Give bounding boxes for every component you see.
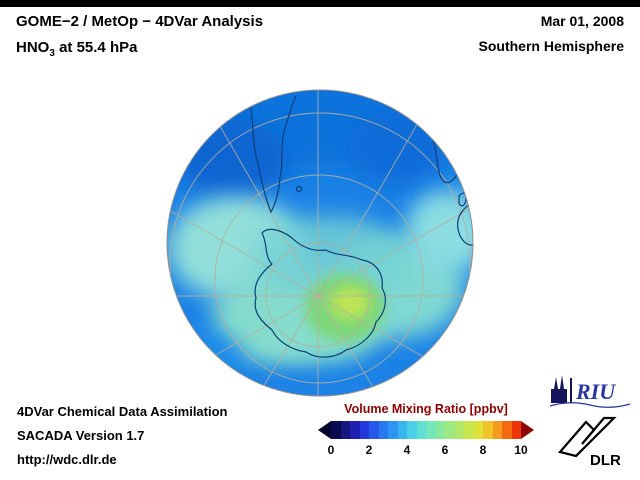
tick-label-4: 4 — [403, 443, 411, 457]
footer-line3: http://wdc.dlr.de — [17, 452, 117, 467]
madagascar-coastline — [458, 192, 467, 207]
footer-block: 4DVar Chemical Data Assimilation SACADA … — [17, 400, 228, 472]
date-region-block: Mar 01, 2008 Southern Hemisphere — [479, 13, 624, 54]
colorbar-segment — [464, 421, 474, 439]
region-label: Southern Hemisphere — [478, 38, 624, 54]
top-black-bar — [0, 0, 640, 7]
colorbar-segment — [397, 421, 407, 439]
antarctica-coastline — [254, 228, 386, 358]
colorbar-segment — [416, 421, 426, 439]
colorbar-segment — [388, 421, 398, 439]
footer-line2: SACADA Version 1.7 — [17, 428, 145, 443]
colorbar-segment — [492, 421, 502, 439]
colorbar-segment — [435, 421, 445, 439]
graticule — [167, 90, 473, 396]
tick-label-0: 0 — [327, 443, 335, 457]
colorbar-segment — [511, 421, 521, 439]
dlr-logo: DLR — [556, 406, 630, 473]
plot-title-block: GOME−2 / MetOp − 4DVar Analysis HNO3 at … — [16, 13, 263, 59]
title-line1: GOME−2 / MetOp − 4DVar Analysis — [16, 13, 264, 30]
dlr-logo-text: DLR — [590, 452, 621, 468]
colorbar-segment — [454, 421, 464, 439]
globe-limb — [166, 89, 474, 397]
riu-logo-text: RIU — [575, 379, 616, 404]
colorbar-segment — [340, 421, 350, 439]
species-subscript: 3 — [49, 48, 55, 59]
colorbar-segment — [331, 421, 341, 439]
colorbar-segment — [426, 421, 436, 439]
title-line2: HNO3 at 55.4 hPa — [16, 39, 263, 59]
colorbar-segment — [378, 421, 388, 439]
colorbar-segment — [350, 421, 360, 439]
colorbar-segment — [407, 421, 417, 439]
colorbar-right-arrow — [521, 421, 534, 439]
colorbar-segment — [445, 421, 455, 439]
south-america-coastline — [249, 95, 297, 214]
colorbar-tick-labels: 0 2 4 6 8 10 — [318, 443, 534, 458]
falkland-islands-coastline — [295, 185, 303, 193]
colorbar-block: Volume Mixing Ratio [ppbv] 0 2 4 6 8 10 — [318, 402, 534, 458]
colorbar-title: Volume Mixing Ratio [ppbv] — [344, 402, 508, 416]
footer-line1: 4DVar Chemical Data Assimilation — [17, 404, 228, 419]
colorbar-segment — [502, 421, 512, 439]
riu-logo: RIU — [548, 374, 632, 413]
species-label: HNO — [16, 39, 50, 56]
tick-label-10: 10 — [514, 443, 528, 457]
australia-coastline — [457, 202, 473, 246]
colorbar-segment — [483, 421, 493, 439]
colorbar-segment — [359, 421, 369, 439]
dlr-bird-icon — [557, 416, 617, 458]
tick-label-8: 8 — [479, 443, 487, 457]
pressure-level-label: at 55.4 hPa — [54, 39, 138, 56]
cathedral-icon — [551, 375, 567, 403]
colorbar-segment — [369, 421, 379, 439]
colorbar-segment — [473, 421, 483, 439]
date-label: Mar 01, 2008 — [540, 13, 624, 29]
colorbar-left-arrow — [318, 421, 331, 439]
tick-label-2: 2 — [365, 443, 373, 457]
colorbar-segments — [331, 421, 521, 439]
colorbar — [318, 421, 534, 439]
riu-underline — [549, 402, 631, 408]
tick-label-6: 6 — [441, 443, 449, 457]
